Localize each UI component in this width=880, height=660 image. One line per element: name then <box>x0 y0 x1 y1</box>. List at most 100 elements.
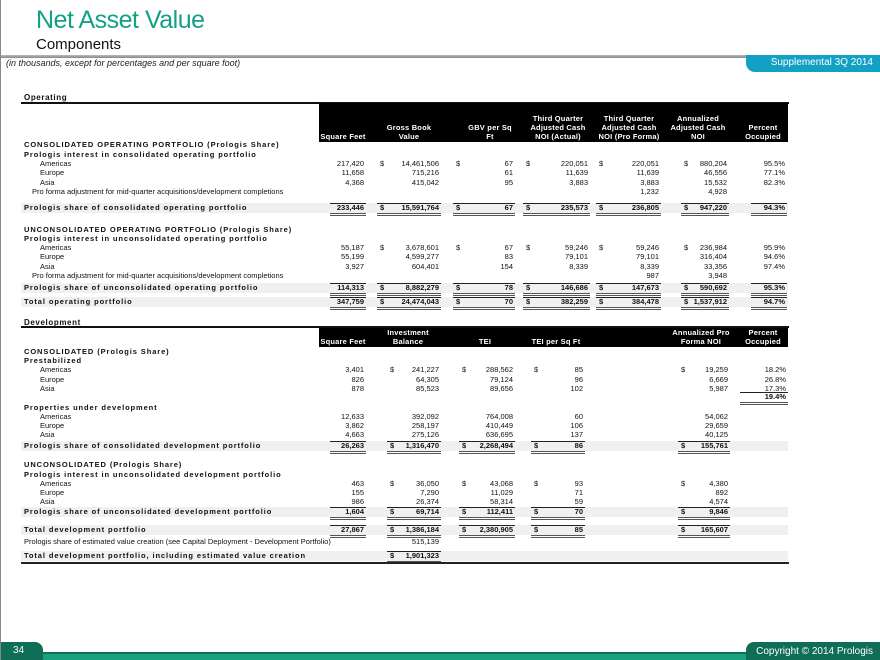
table-cell: $ 165,607 <box>681 525 728 534</box>
table-cell: 54,062 <box>705 412 728 421</box>
total-cell-rule <box>453 297 515 310</box>
footer: 34 Copyright © 2014 Prologis <box>1 642 880 660</box>
table-cell: 102 <box>570 384 583 393</box>
table-cell: 60 <box>574 412 583 421</box>
development-column-header: Square Feet <box>320 337 366 346</box>
table-cell: $ 146,686 <box>526 283 588 292</box>
table-cell: 1,232 <box>640 187 659 196</box>
table-cell: 415,042 <box>411 178 439 187</box>
table-cell: 6,669 <box>709 375 728 384</box>
table-cell: 26.8% <box>764 375 786 384</box>
development-table-row: Prologis interest in unconsolidated deve… <box>1 471 880 479</box>
table-cell: 89,656 <box>490 384 513 393</box>
development-table-row: Total development portfolio 27,867 $ 1,386… <box>1 525 880 538</box>
table-cell: $ 147,673 <box>599 283 659 292</box>
table-cell: 29,659 <box>705 421 728 430</box>
total-cell-rule <box>387 441 441 454</box>
development-table-row: Americas 3,401 $ 241,227 $ 288,562 $ 85 $ 19,… <box>1 366 880 374</box>
table-cell: 233,446 <box>336 203 364 212</box>
development-table-row: 19.4% <box>1 392 880 405</box>
table-cell: 3,927 <box>345 262 364 271</box>
table-cell: $ 1,316,470 <box>390 441 439 450</box>
table-cell: 892 <box>715 488 728 497</box>
table-cell: 71 <box>574 488 583 497</box>
operating-table-row: Prologis share of consolidated operating… <box>1 203 880 216</box>
table-cell: $ 19,259 <box>681 365 728 374</box>
row-label: Asia <box>40 262 55 271</box>
row-label: Europe <box>40 421 65 430</box>
operating-table-row: Asia 4,368 415,042 95 3,883 3,883 15,532 82.3% <box>1 179 880 187</box>
total-cell-rule <box>377 297 441 310</box>
page-number: 34 <box>1 642 43 660</box>
row-label: Prologis share of unconsolidated develop… <box>24 507 273 516</box>
development-column-header: TEI per Sq Ft <box>531 337 581 346</box>
operating-column-header: GBV per Sq Ft <box>468 123 512 141</box>
table-cell: 95.3% <box>763 283 785 292</box>
table-cell: 94.7% <box>763 297 785 306</box>
development-table-row: UNCONSOLIDATED (Prologis Share) <box>1 461 880 469</box>
total-cell-rule <box>596 297 661 310</box>
table-cell: $ 9,846 <box>681 507 728 516</box>
table-cell: 40,125 <box>705 430 728 439</box>
row-label: Pro forma adjustment for mid-quarter acq… <box>32 187 284 196</box>
table-cell: $ 241,227 <box>390 365 439 374</box>
row-label: Prestabilized <box>24 356 82 365</box>
subtotal-cell-rule <box>740 392 788 405</box>
total-cell-rule <box>377 283 441 296</box>
table-cell: $ 4,380 <box>681 479 728 488</box>
operating-column-header: Percent Occupied <box>745 123 781 141</box>
table-cell: 1,604 <box>345 507 364 516</box>
table-cell: 636,695 <box>485 430 513 439</box>
table-cell: 33,356 <box>704 262 727 271</box>
total-cell-rule <box>523 297 590 310</box>
row-shading <box>21 297 788 307</box>
table-cell: 97.4% <box>763 262 785 271</box>
table-cell: $ 590,692 <box>684 283 727 292</box>
supplemental-badge: Supplemental 3Q 2014 <box>746 55 880 72</box>
operating-column-header: Square Feet <box>320 132 366 141</box>
row-label: Europe <box>40 168 65 177</box>
table-cell: $ 85 <box>534 365 583 374</box>
development-table-row: Total development portfolio, including e… <box>1 551 880 564</box>
table-cell: 79,101 <box>565 252 588 261</box>
development-column-header: Percent Occupied <box>745 328 781 346</box>
total-cell-rule <box>377 203 441 216</box>
table-cell: 217,420 <box>336 159 364 168</box>
row-label: Americas <box>40 365 72 374</box>
table-cell: 95.5% <box>763 159 785 168</box>
table-cell: 11,658 <box>341 168 364 177</box>
page-subtitle: Components <box>36 36 122 53</box>
table-cell: 79,101 <box>636 252 659 261</box>
row-label: Americas <box>40 159 72 168</box>
operating-table-row: Asia 3,927 604,401 154 8,339 8,339 33,356 97.4% <box>1 263 880 271</box>
table-cell: $ 155,761 <box>681 441 728 450</box>
operating-column-header: Third Quarter Adjusted Cash NOI (Actual) <box>530 114 586 141</box>
total-cell-rule <box>678 507 730 520</box>
row-label: Pro forma adjustment for mid-quarter acq… <box>32 271 284 280</box>
total-cell-rule <box>453 283 515 296</box>
row-label: Europe <box>40 488 65 497</box>
table-cell: 114,313 <box>337 283 364 292</box>
table-cell: $ 236,805 <box>599 203 659 212</box>
table-cell: 11,639 <box>565 168 588 177</box>
table-cell: $ 67 <box>456 159 513 168</box>
table-cell: 94.3% <box>763 203 785 212</box>
row-shading <box>21 525 788 535</box>
operating-table-row: Pro forma adjustment for mid-quarter acq… <box>1 272 880 280</box>
total-cell-rule <box>678 525 730 538</box>
table-cell: 46,556 <box>704 168 727 177</box>
table-cell: 11,029 <box>490 488 513 497</box>
table-cell: 106 <box>570 421 583 430</box>
table-cell: 410,449 <box>485 421 513 430</box>
table-cell: 3,401 <box>345 365 364 374</box>
development-section-title: Development <box>24 317 81 327</box>
development-table-row: Americas 12,633 392,092 764,008 60 54,062 <box>1 413 880 421</box>
row-label: Europe <box>40 252 65 261</box>
development-table-row: Asia 986 26,374 58,314 59 4,574 <box>1 498 880 506</box>
total-cell-rule <box>459 525 515 538</box>
row-label: CONSOLIDATED (Prologis Share) <box>24 347 170 356</box>
table-cell: $ 947,220 <box>684 203 727 212</box>
table-cell: $ 3,678,601 <box>380 243 439 252</box>
table-cell: 987 <box>646 271 659 280</box>
total-cell-rule <box>387 525 441 538</box>
